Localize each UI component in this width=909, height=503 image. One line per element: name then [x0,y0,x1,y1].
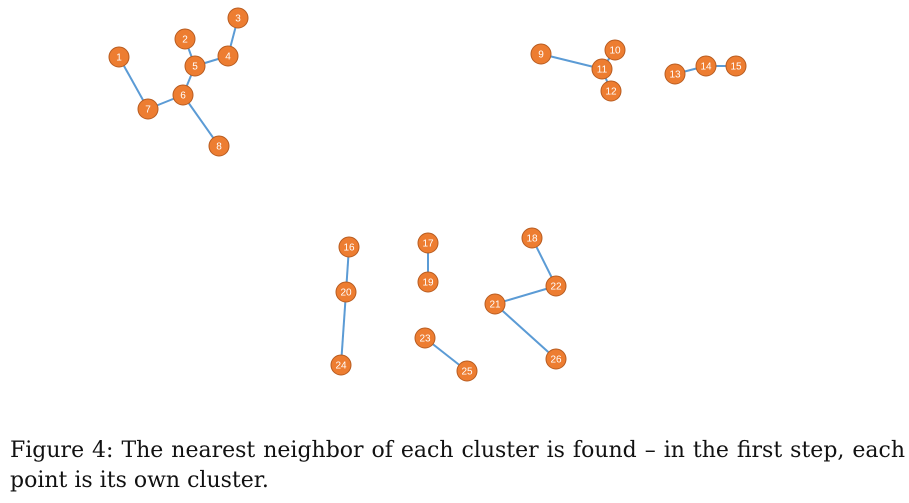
node-circle [695,55,717,77]
node-circle [456,360,478,382]
node-label: 13 [669,70,681,81]
node-5: 5 [184,55,206,77]
node-circle [664,63,686,85]
node-label: 5 [192,62,198,73]
node-1: 1 [108,46,130,68]
node-12: 12 [600,80,622,102]
node-6: 6 [172,84,194,106]
node-22: 22 [545,275,567,297]
node-15: 15 [725,55,747,77]
node-label: 7 [145,105,151,116]
node-circle [330,354,352,376]
node-label: 24 [335,361,347,372]
node-label: 23 [419,334,431,345]
node-23: 23 [414,327,436,349]
node-circle [545,275,567,297]
node-circle [417,232,439,254]
node-label: 3 [235,14,241,25]
node-circle [604,39,626,61]
node-26: 26 [545,348,567,370]
node-label: 21 [489,300,501,311]
node-circle [108,46,130,68]
node-20: 20 [335,281,357,303]
node-label: 16 [343,243,355,254]
node-label: 6 [180,91,186,102]
node-21: 21 [484,293,506,315]
node-label: 20 [340,288,352,299]
node-11: 11 [591,58,613,80]
node-circle [484,293,506,315]
node-8: 8 [208,135,230,157]
node-3: 3 [227,7,249,29]
node-circle [725,55,747,77]
edge-21-26 [494,303,557,360]
node-label: 10 [609,46,621,57]
edge-22-21 [494,285,557,305]
node-16: 16 [338,236,360,258]
node-circle [174,28,196,50]
node-circle [530,43,552,65]
node-label: 4 [225,52,231,63]
node-13: 13 [664,63,686,85]
edge-20-24 [340,291,347,366]
node-circle [591,58,613,80]
node-label: 19 [422,278,434,289]
node-circle [208,135,230,157]
node-circle [335,281,357,303]
node-circle [600,80,622,102]
node-25: 25 [456,360,478,382]
node-label: 8 [216,142,222,153]
node-label: 22 [550,282,562,293]
node-4: 4 [217,45,239,67]
node-14: 14 [695,55,717,77]
node-label: 14 [700,62,712,73]
node-7: 7 [137,98,159,120]
node-24: 24 [330,354,352,376]
node-label: 9 [538,50,544,61]
node-label: 15 [730,62,742,73]
node-circle [172,84,194,106]
node-circle [184,55,206,77]
node-19: 19 [417,271,439,293]
node-circle [414,327,436,349]
node-circle [417,271,439,293]
node-label: 1 [116,53,122,64]
node-10: 10 [604,39,626,61]
node-circle [545,348,567,370]
node-9: 9 [530,43,552,65]
node-circle [137,98,159,120]
node-17: 17 [417,232,439,254]
node-2: 2 [174,28,196,50]
node-label: 2 [182,35,188,46]
node-label: 18 [526,234,538,245]
figure-caption: Figure 4: The nearest neighbor of each c… [10,438,905,493]
node-circle [227,7,249,29]
node-circle [521,227,543,249]
node-circle [217,45,239,67]
edges-layer [118,17,736,372]
node-label: 26 [550,355,562,366]
node-label: 12 [605,87,617,98]
node-label: 11 [597,65,608,76]
node-label: 25 [461,367,473,378]
node-label: 17 [422,239,434,250]
node-circle [338,236,360,258]
node-18: 18 [521,227,543,249]
